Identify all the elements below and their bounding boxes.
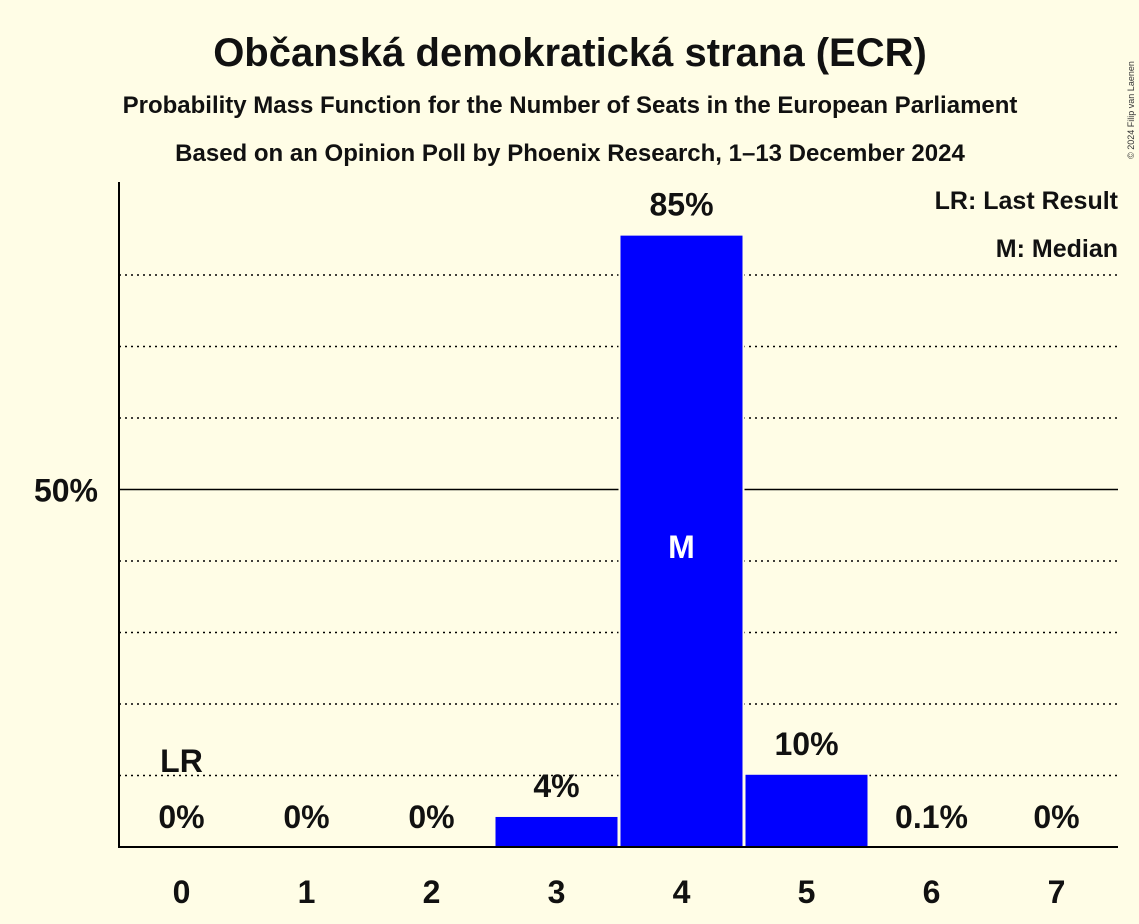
value-label-7: 0% <box>1033 799 1079 835</box>
x-tick-label-5: 5 <box>798 874 816 910</box>
axes: 50% 0 1 2 3 4 5 6 7 <box>34 182 1118 910</box>
median-marker: M <box>668 529 695 565</box>
chart-title: Občanská demokratická strana (ECR) <box>213 31 927 75</box>
copyright-notice: © 2024 Filip van Laenen <box>1126 61 1136 159</box>
y-tick-label-50: 50% <box>34 472 98 508</box>
x-tick-label-3: 3 <box>548 874 566 910</box>
x-tick-label-1: 1 <box>298 874 316 910</box>
value-label-2: 0% <box>408 799 454 835</box>
chart-subtitle-poll: Based on an Opinion Poll by Phoenix Rese… <box>175 140 965 167</box>
bars <box>493 233 995 847</box>
last-result-marker: LR <box>160 743 203 779</box>
value-label-6: 0.1% <box>895 799 968 835</box>
bar-4 <box>620 235 743 847</box>
bar-3 <box>495 816 618 847</box>
legend-last-result: LR: Last Result <box>935 187 1119 215</box>
chart-subtitle: Probability Mass Function for the Number… <box>123 92 1018 119</box>
x-tick-label-2: 2 <box>423 874 441 910</box>
x-tick-label-6: 6 <box>923 874 941 910</box>
value-label-3: 4% <box>533 768 579 804</box>
value-label-5: 10% <box>774 726 838 762</box>
x-tick-label-0: 0 <box>173 874 191 910</box>
x-tick-label-7: 7 <box>1048 874 1066 910</box>
value-label-4: 85% <box>649 187 713 223</box>
x-tick-label-4: 4 <box>673 874 691 910</box>
bar-5 <box>745 774 868 847</box>
bar-gap-6 <box>868 844 995 847</box>
value-label-0: 0% <box>158 799 204 835</box>
legend-median: M: Median <box>996 235 1118 263</box>
value-label-1: 0% <box>283 799 329 835</box>
data-labels: 0% 0% 0% 4% 85% 10% 0.1% 0% M LR <box>158 187 1079 835</box>
